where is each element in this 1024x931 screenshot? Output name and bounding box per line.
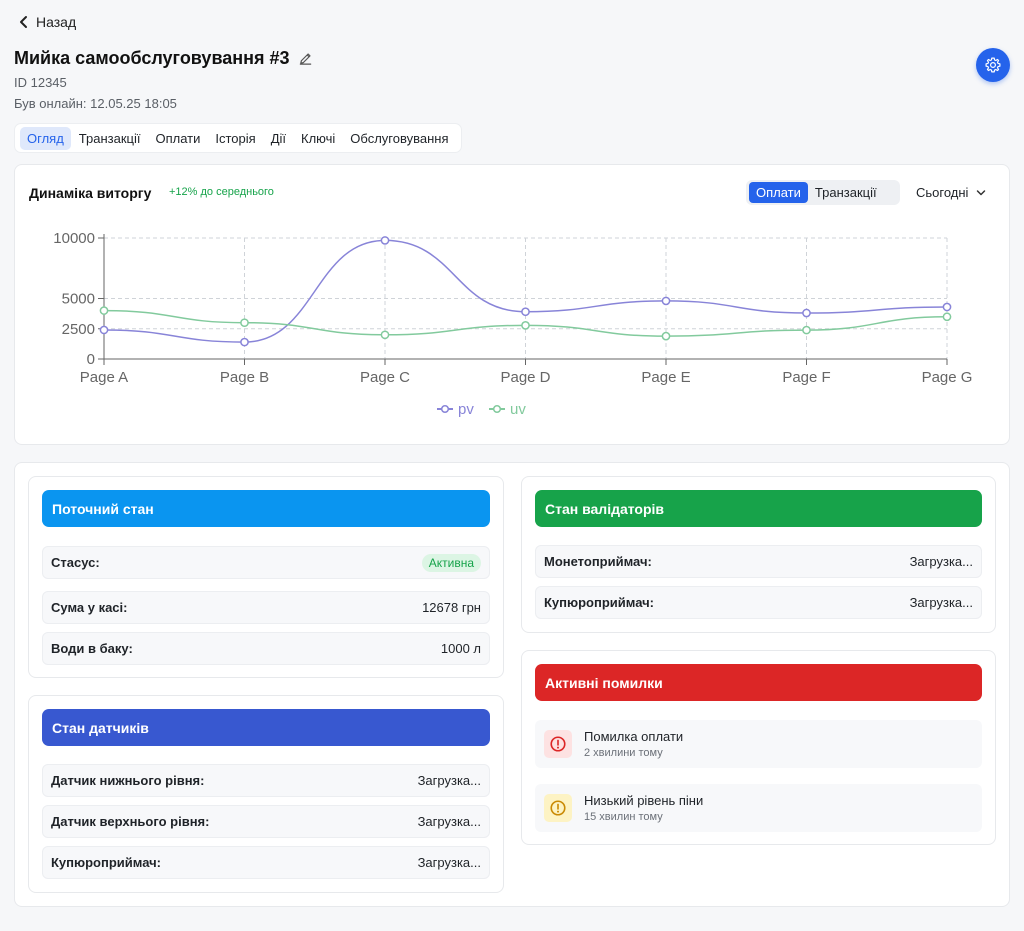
status-label: Стасус:	[51, 555, 100, 570]
period-label: Сьогодні	[916, 185, 969, 200]
validator-label: Купюроприймач:	[544, 595, 655, 610]
sensors-header: Стан датчиків	[42, 709, 490, 746]
sensor-value: Загрузка...	[417, 773, 481, 788]
legend-label-pv: pv	[458, 401, 474, 418]
sensor-label: Купюроприймач:	[51, 855, 162, 870]
device-id: ID 12345	[14, 75, 67, 90]
sensor-value: Загрузка...	[417, 814, 481, 829]
alert-circle-icon	[544, 730, 572, 758]
error-item[interactable]: Помилка оплати 2 хвилини тому	[535, 720, 982, 768]
validator-row: Купюроприймач: Загрузка...	[535, 586, 982, 619]
tab-maintenance[interactable]: Обслуговування	[350, 130, 449, 146]
status-badge: Активна	[421, 553, 481, 572]
data-point-pv	[942, 302, 952, 312]
data-point-uv	[661, 331, 671, 341]
revenue-title: Динаміка виторгу	[29, 185, 152, 201]
y-tick-label: 2500	[62, 321, 95, 338]
cash-label: Сума у касі:	[51, 600, 128, 615]
x-tick-label: Page C	[360, 369, 410, 386]
chevron-down-icon	[977, 189, 986, 195]
validator-label: Монетоприймач:	[544, 554, 652, 569]
sensors-panel: Стан датчиків Датчик нижнього рівня: Заг…	[28, 695, 504, 893]
back-label: Назад	[36, 14, 77, 30]
tab-bar: Огляд Транзакції Оплати Історія Дії Ключ…	[14, 123, 462, 153]
status-section: Поточний стан Стасус: Активна Сума у кас…	[14, 462, 1010, 907]
toggle-transactions[interactable]: Транзакції	[814, 185, 877, 200]
validator-row: Монетоприймач: Загрузка...	[535, 545, 982, 578]
legend-marker-uv	[492, 404, 502, 414]
revenue-card: Динаміка виторгу +12% до середнього Опла…	[14, 164, 1010, 445]
sensor-label: Датчик нижнього рівня:	[51, 773, 205, 788]
data-point-uv	[240, 318, 249, 328]
period-select[interactable]: Сьогодні	[916, 185, 986, 200]
data-point-pv	[802, 308, 811, 318]
sensor-row: Датчик нижнього рівня: Загрузка...	[42, 764, 490, 797]
tab-history[interactable]: Історія	[215, 130, 256, 146]
data-point-pv	[521, 307, 530, 317]
tab-transactions[interactable]: Транзакції	[78, 130, 141, 146]
data-point-uv	[942, 312, 952, 322]
errors-header: Активні помилки	[535, 664, 982, 701]
legend-label-uv: uv	[510, 401, 526, 418]
sensor-row: Купюроприймач: Загрузка...	[42, 846, 490, 879]
water-label: Води в баку:	[51, 641, 133, 656]
tab-keys[interactable]: Ключі	[301, 130, 336, 146]
gear-icon	[985, 57, 1001, 73]
revenue-delta: +12% до середнього	[169, 186, 274, 198]
y-tick-label: 0	[87, 351, 95, 368]
x-tick-label: Page A	[80, 369, 128, 386]
cash-row: Сума у касі: 12678 грн	[42, 591, 490, 624]
y-tick-label: 10000	[53, 230, 95, 247]
current-state-header: Поточний стан	[42, 490, 490, 527]
data-point-uv	[99, 306, 109, 315]
x-tick-label: Page B	[220, 369, 269, 386]
tab-payments[interactable]: Оплати	[155, 130, 201, 146]
toggle-payments[interactable]: Оплати	[749, 182, 808, 203]
current-state-panel: Поточний стан Стасус: Активна Сума у кас…	[28, 476, 504, 678]
chevron-left-icon	[20, 16, 27, 28]
tab-overview[interactable]: Огляд	[20, 126, 71, 150]
last-online: Був онлайн: 12.05.25 18:05	[14, 96, 177, 111]
error-time: 15 хвилин тому	[584, 811, 663, 823]
status-row: Стасус: Активна	[42, 546, 490, 579]
page-title: Мийка самообслуговування #3	[14, 48, 290, 68]
back-button[interactable]: Назад	[18, 14, 76, 30]
cash-value: 12678 грн	[422, 600, 481, 615]
error-title: Низький рівень піни	[584, 793, 704, 808]
error-item[interactable]: Низький рівень піни 15 хвилин тому	[535, 784, 982, 832]
error-title: Помилка оплати	[584, 729, 684, 744]
errors-panel: Активні помилки Помилка оплати 2 хвилини…	[521, 650, 996, 845]
data-point-pv	[661, 296, 671, 306]
sensor-row: Датчик верхнього рівня: Загрузка...	[42, 805, 490, 838]
sensor-value: Загрузка...	[417, 855, 481, 870]
y-tick-label: 5000	[62, 291, 95, 308]
x-tick-label: Page G	[922, 369, 973, 386]
pencil-icon[interactable]	[298, 51, 313, 66]
revenue-chart: 0 2500 5000 10000 Page A Page B Page C Page D Pa…	[53, 230, 973, 418]
validator-value: Загрузка...	[909, 595, 973, 610]
water-value: 1000 л	[440, 641, 481, 656]
data-point-pv	[240, 337, 249, 347]
tab-actions[interactable]: Дії	[270, 130, 286, 146]
validators-header: Стан валідаторів	[535, 490, 982, 527]
data-point-uv	[802, 325, 811, 335]
chart-toggle: Оплати Транзакції	[746, 180, 900, 205]
data-point-pv	[380, 236, 390, 245]
water-row: Води в баку: 1000 л	[42, 632, 490, 665]
error-time: 2 хвилини тому	[584, 747, 663, 759]
settings-button[interactable]	[976, 48, 1010, 82]
x-tick-label: Page E	[641, 369, 690, 386]
data-point-pv	[99, 325, 109, 335]
x-tick-label: Page D	[500, 369, 550, 386]
data-point-uv	[380, 330, 390, 340]
data-point-uv	[521, 321, 530, 330]
validator-value: Загрузка...	[909, 554, 973, 569]
legend-marker-pv	[440, 404, 450, 414]
warning-circle-icon	[544, 794, 572, 822]
x-tick-label: Page F	[782, 369, 830, 386]
validators-panel: Стан валідаторів Монетоприймач: Загрузка…	[521, 476, 996, 633]
sensor-label: Датчик верхнього рівня:	[51, 814, 210, 829]
